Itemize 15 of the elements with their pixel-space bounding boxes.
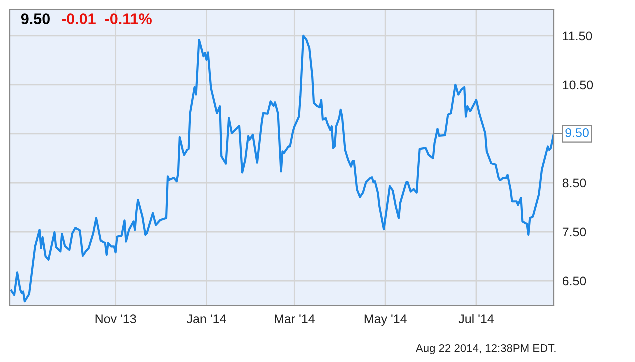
text: Aug 22 2014, 12:38PM EDT. [416,344,556,355]
y-tick-label: 11.50 [563,32,592,41]
y-tick-label: 7.50 [562,228,586,237]
chart-subtitle: -0.01 -0.11% [62,14,152,24]
text: 9.50 [566,128,589,138]
y-tick-label: 8.50 [562,178,586,188]
line-series [10,34,554,303]
x-tick-label: May '14 [364,314,407,326]
y-tick-label: 10.50 [563,80,594,90]
y-tick-label: 6.50 [562,276,586,286]
x-tick-label: Nov '13 [96,314,136,324]
x-tick-label: Jul '14 [458,314,494,324]
chart-title: 9.50 [21,14,50,24]
x-tick-label: Mar '14 [275,314,315,324]
x-tick-label: Jan '14 [186,314,226,324]
